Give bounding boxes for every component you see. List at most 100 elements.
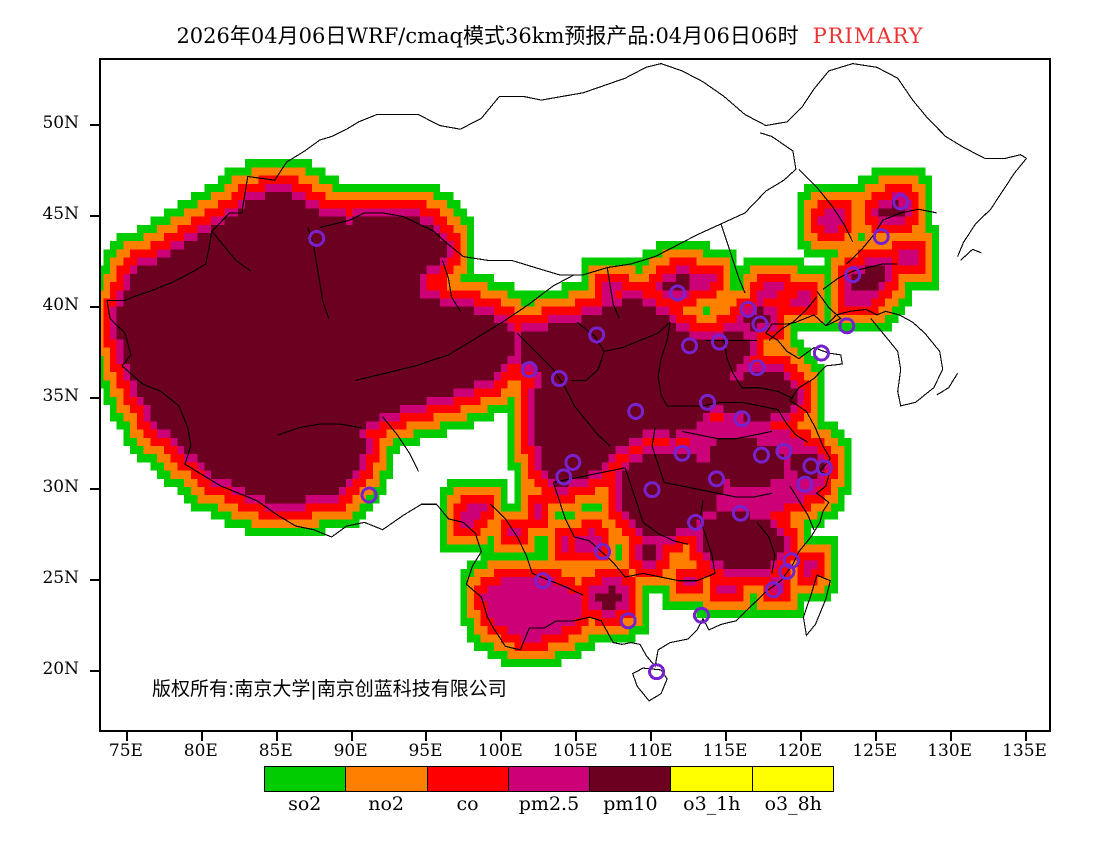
pollutant-cell	[709, 568, 717, 578]
legend-swatch-pm10[interactable]	[590, 767, 672, 791]
pollutant-cell	[467, 413, 474, 422]
station-marker[interactable]	[693, 606, 710, 624]
station-marker[interactable]	[775, 442, 793, 460]
station-marker[interactable]	[844, 266, 862, 284]
pollutant-cell	[318, 511, 326, 520]
pollutant-cell	[285, 355, 292, 365]
pollutant-cell	[426, 200, 434, 209]
station-marker[interactable]	[711, 333, 728, 351]
station-marker[interactable]	[838, 317, 856, 335]
pollutant-cell	[756, 601, 764, 610]
station-marker[interactable]	[748, 359, 766, 377]
pollutant-cell	[649, 364, 656, 373]
station-marker[interactable]	[733, 410, 751, 428]
pollutant-cell	[366, 454, 373, 463]
station-marker[interactable]	[627, 402, 645, 420]
station-marker[interactable]	[681, 337, 699, 355]
station-marker[interactable]	[872, 228, 890, 246]
legend-swatch-co[interactable]	[427, 767, 509, 791]
station-marker[interactable]	[753, 446, 770, 464]
pollutant-cell	[750, 486, 757, 496]
legend-swatch-so2[interactable]	[265, 767, 347, 791]
pollutant-cell	[743, 306, 751, 315]
pollutant-cell	[332, 421, 340, 430]
border-line	[663, 481, 773, 498]
pollutant-cell	[109, 364, 117, 373]
legend-swatch-o3_1h[interactable]	[671, 767, 753, 791]
pollutant-cell	[318, 364, 326, 373]
legend-swatch-pm2.5[interactable]	[508, 767, 591, 791]
station-marker[interactable]	[732, 504, 749, 522]
pollutant-cell	[339, 249, 346, 258]
pollutant-cell	[622, 486, 629, 496]
pollutant-cell	[703, 339, 710, 348]
pollutant-cell	[163, 380, 171, 389]
pollutant-cell	[271, 265, 279, 274]
station-marker[interactable]	[643, 481, 661, 499]
pollutant-cell	[285, 232, 292, 242]
station-marker[interactable]	[687, 513, 705, 531]
pollutant-cell	[723, 495, 731, 504]
pollutant-cell	[480, 282, 488, 291]
pollutant-cell	[932, 273, 939, 283]
pollutant-cell	[790, 511, 798, 520]
pollutant-cell	[467, 290, 474, 299]
station-marker[interactable]	[308, 229, 326, 247]
station-marker[interactable]	[534, 572, 552, 590]
pollutant-cell	[750, 282, 757, 291]
station-marker[interactable]	[778, 563, 796, 581]
pollutant-cell	[676, 355, 683, 365]
station-marker[interactable]	[594, 543, 612, 561]
pollutant-cell	[575, 470, 582, 479]
station-marker[interactable]	[699, 393, 716, 411]
pollutant-cell	[143, 249, 151, 258]
pollutant-cell	[743, 568, 751, 578]
pollutant-cell	[352, 478, 360, 487]
pollutant-cell	[797, 323, 805, 332]
border-line	[777, 409, 809, 443]
pollutant-cell	[480, 486, 488, 496]
pollutant-cell	[440, 298, 447, 307]
pollutant-cell	[615, 601, 623, 610]
pollutant-cell	[911, 249, 919, 258]
pollutant-cell	[824, 445, 832, 455]
pollutant-cell	[406, 347, 414, 356]
pollutant-cell	[271, 331, 279, 340]
station-marker[interactable]	[708, 470, 725, 488]
station-marker[interactable]	[669, 284, 687, 302]
station-marker[interactable]	[520, 361, 538, 378]
pollutant-cell	[736, 495, 744, 504]
pollutant-cell	[184, 429, 191, 438]
station-marker[interactable]	[564, 453, 582, 471]
legend-swatch-no2[interactable]	[346, 767, 428, 791]
station-marker[interactable]	[764, 581, 782, 599]
pollutant-cell	[446, 355, 454, 365]
pollutant-cell	[238, 503, 245, 512]
pollutant-cell	[345, 429, 353, 438]
pollutant-cell	[756, 503, 764, 512]
station-marker[interactable]	[751, 315, 769, 333]
pollutant-cell	[251, 437, 259, 446]
pollutant-cell	[440, 200, 447, 209]
station-marker[interactable]	[619, 612, 637, 630]
pollutant-cell	[406, 183, 414, 192]
pollutant-cell	[143, 339, 151, 348]
pollutant-cell	[885, 216, 892, 225]
station-marker[interactable]	[673, 444, 691, 462]
station-marker[interactable]	[739, 300, 757, 318]
station-marker[interactable]	[812, 344, 830, 362]
station-marker[interactable]	[555, 468, 573, 486]
station-marker[interactable]	[892, 193, 910, 211]
legend-swatch-o3_8h[interactable]	[752, 767, 833, 791]
station-marker[interactable]	[588, 326, 606, 344]
station-marker[interactable]	[550, 370, 568, 388]
station-marker[interactable]	[648, 663, 666, 681]
pollutant-cell	[393, 331, 400, 340]
station-marker[interactable]	[802, 457, 820, 475]
pollutant-cell	[211, 183, 218, 192]
map-plot-area[interactable]	[99, 58, 1051, 732]
pollutant-cell	[541, 511, 549, 520]
station-marker[interactable]	[360, 486, 378, 504]
station-marker[interactable]	[796, 475, 814, 493]
pollutant-cell	[190, 298, 198, 307]
